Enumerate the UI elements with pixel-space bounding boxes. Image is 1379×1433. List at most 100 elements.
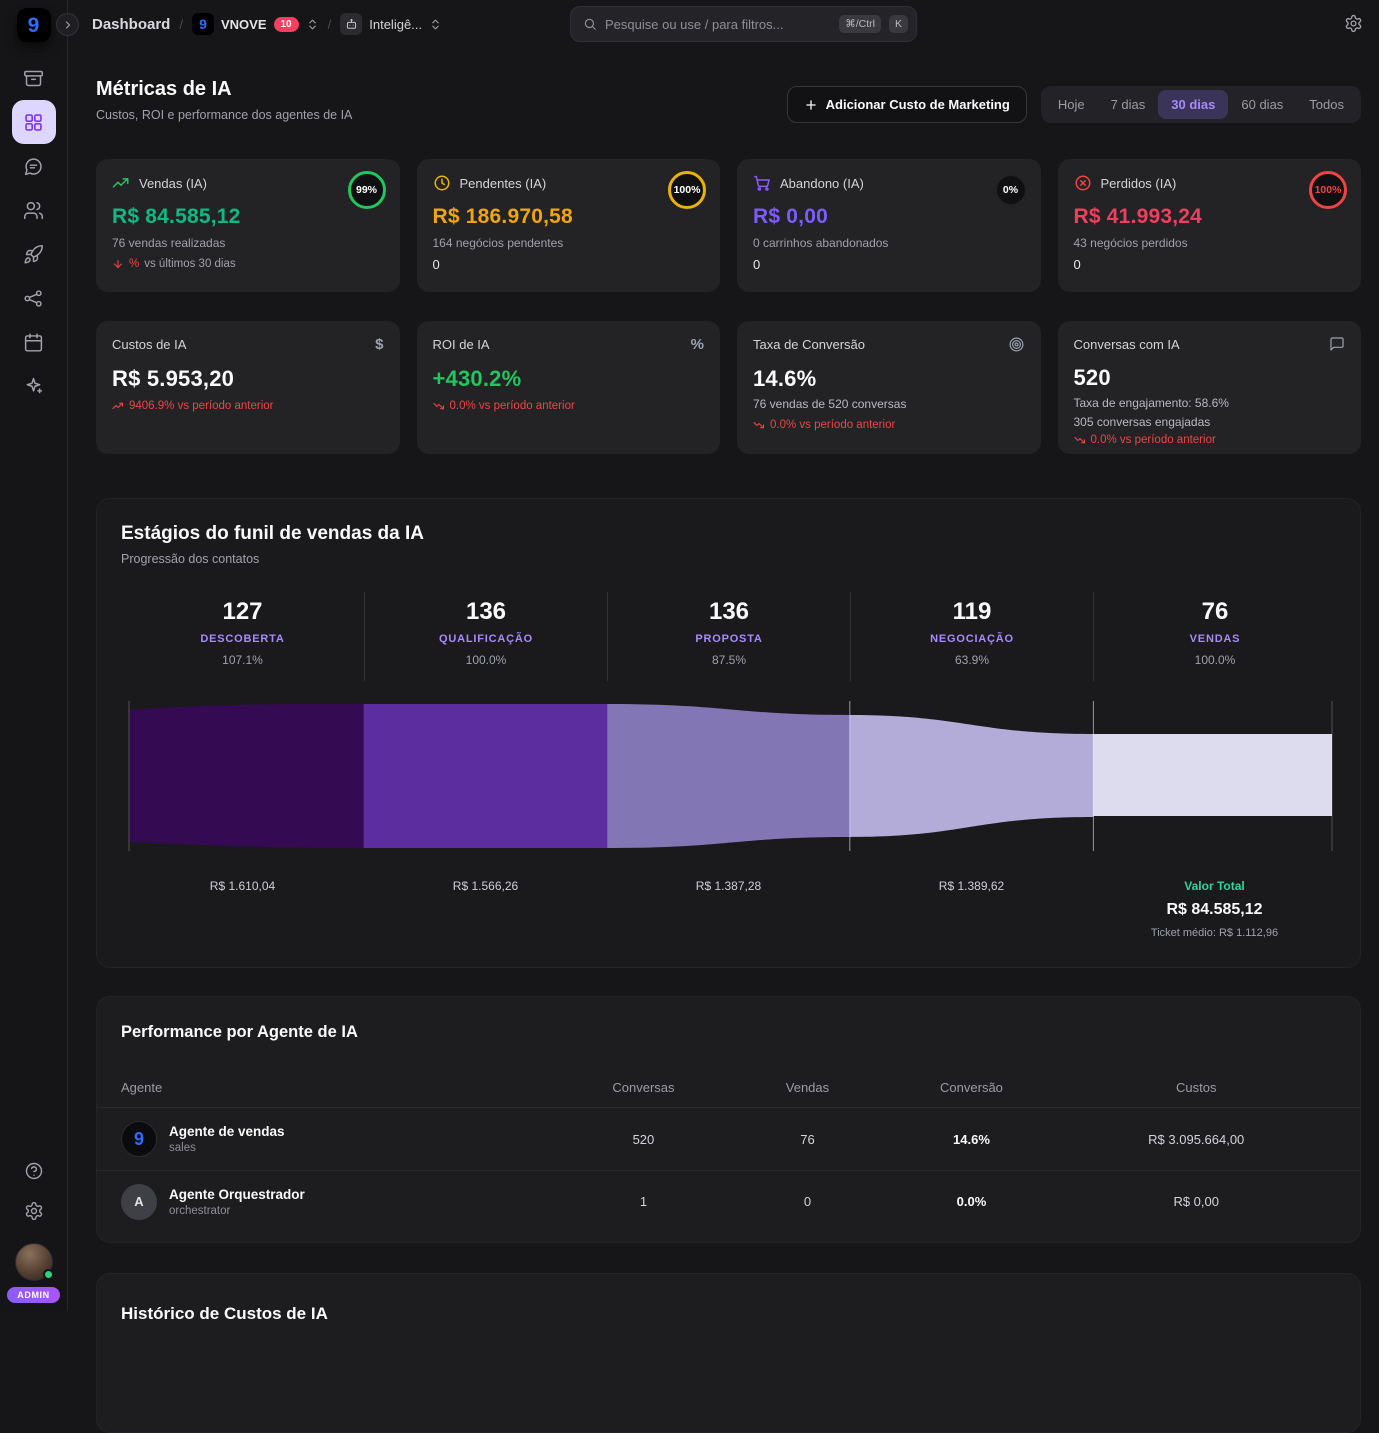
funnel-chart [121, 701, 1336, 851]
breadcrumb-dashboard[interactable]: Dashboard [92, 15, 171, 33]
robot-icon [346, 18, 356, 29]
section-name: Inteligê... [369, 16, 423, 32]
workspace-logo: 9 [191, 13, 214, 35]
table-row[interactable]: 9 Agente de vendas sales 520 76 14.6% R$… [97, 1108, 1360, 1170]
stage-value: R$ 1.389,62 [938, 879, 1005, 893]
card-taxa-conversao[interactable]: Taxa de Conversão 14.6% 76 vendas de 520… [737, 321, 1041, 454]
funnel-segment-proposta [607, 704, 850, 848]
logo-glyph: 9 [27, 13, 40, 37]
sidebar-item-campaigns[interactable] [12, 232, 56, 276]
section-icon-tile [340, 13, 363, 35]
card-value: R$ 41.993,24 [1073, 205, 1203, 228]
filter-60-dias[interactable]: 60 dias [1241, 97, 1284, 112]
filter-7-dias[interactable]: 7 dias [1110, 97, 1146, 112]
metrics-grid: Vendas (IA) 99% R$ 84.585,12 76 vendas r… [96, 159, 1361, 454]
search-input[interactable]: Pesquise ou use / para filtros... ⌘/Ctrl… [570, 6, 917, 42]
cell-conversas: 1 [639, 1194, 648, 1209]
card-pendentes-ia[interactable]: Pendentes (IA) 100% R$ 186.970,58 164 ne… [416, 159, 720, 292]
card-conversas-ia[interactable]: Conversas com IA 520 Taxa de engajamento… [1057, 321, 1361, 454]
card-vendas-ia[interactable]: Vendas (IA) 99% R$ 84.585,12 76 vendas r… [96, 159, 400, 292]
stage-value: R$ 1.610,04 [209, 879, 276, 893]
card-label: ROI de IA [432, 337, 490, 352]
workspace-selector[interactable]: 9 VNOVE 10 [191, 13, 319, 35]
trend-pct: % [129, 258, 140, 270]
stage-count: 136 [465, 598, 507, 625]
chat-bubble-icon [1330, 337, 1344, 351]
sidebar-item-help[interactable] [12, 1151, 56, 1191]
cell-conversas: 520 [632, 1131, 655, 1147]
org-chart-icon [24, 289, 42, 307]
admin-badge: ADMIN [7, 1287, 60, 1303]
progress-ring-badge: 0% [994, 174, 1027, 206]
cell-conversao: 14.6% [953, 1131, 990, 1147]
funnel-ribbon-svg [128, 701, 1333, 851]
total-value: R$ 84.585,12 [1166, 901, 1263, 918]
stage-count: 136 [708, 598, 750, 625]
card-trend: % vs últimos 30 dias [112, 258, 384, 270]
sidebar-expand-button[interactable] [56, 13, 79, 36]
card-custos-ia[interactable]: Custos de IA $ R$ 5.953,20 9406.9% vs pe… [96, 321, 400, 454]
card-abandono-ia[interactable]: Abandono (IA) 0% R$ 0,00 0 carrinhos aba… [737, 159, 1041, 292]
add-button-label: Adicionar Custo de Marketing [825, 97, 1010, 112]
trend-text: vs últimos 30 dias [144, 258, 236, 270]
performance-title: Performance por Agente de IA [121, 1023, 358, 1041]
archive-icon [24, 70, 43, 86]
card-value: R$ 186.970,58 [432, 205, 573, 228]
card-perdidos-ia[interactable]: Perdidos (IA) 100% R$ 41.993,24 43 negóc… [1057, 159, 1361, 292]
card-subtitle-2: 305 conversas engajadas [1073, 415, 1211, 429]
performance-section: Performance por Agente de IA Agente Conv… [96, 996, 1361, 1243]
sidebar-item-settings[interactable] [12, 1191, 56, 1231]
user-avatar[interactable] [14, 1243, 54, 1281]
cell-vendas: 0 [803, 1194, 812, 1209]
breadcrumb: Dashboard / 9 VNOVE 10 / Inteligê... [68, 13, 442, 35]
sidebar-item-calendar[interactable] [12, 320, 56, 364]
trending-up-icon [112, 402, 124, 410]
add-marketing-cost-button[interactable]: Adicionar Custo de Marketing [786, 86, 1027, 123]
stage-label: QUALIFICAÇÃO [439, 633, 533, 645]
stage-count: 76 [1201, 598, 1229, 625]
card-value: 14.6% [753, 366, 817, 391]
filter-hoje[interactable]: Hoje [1057, 97, 1085, 112]
arrow-down-icon [113, 259, 123, 269]
filter-todos[interactable]: Todos [1309, 97, 1344, 112]
chat-icon [24, 157, 42, 175]
sidebar-item-automations[interactable] [12, 276, 56, 320]
sidebar-item-chats[interactable] [12, 144, 56, 188]
sidebar-item-contacts[interactable] [12, 188, 56, 232]
table-row[interactable]: A Agente Orquestrador orchestrator 1 0 0… [97, 1170, 1360, 1232]
funnel-segment-vendas [1093, 734, 1333, 816]
sidebar-bottom: ADMIN [7, 1151, 60, 1311]
sidebar-item-ai[interactable] [12, 364, 56, 408]
card-label: Perdidos (IA) [1100, 175, 1177, 191]
funnel-title: Estágios do funil de vendas da IA [121, 523, 424, 544]
trend-text: 0.0% vs período anterior [1090, 434, 1216, 446]
agent-avatar: 9 [121, 1121, 157, 1157]
app-logo[interactable]: 9 [16, 8, 51, 42]
agent-role: sales [169, 1142, 196, 1154]
breadcrumb-separator: / [327, 16, 332, 32]
funnel-stages: 127 DESCOBERTA 107.1% 136 QUALIFICAÇÃO 1… [121, 592, 1336, 681]
period-filter-group: Hoje 7 dias 30 dias 60 dias Todos [1040, 86, 1361, 123]
card-roi-ia[interactable]: ROI de IA % +430.2% 0.0% vs período ante… [416, 321, 720, 454]
header-settings-button[interactable] [1344, 14, 1363, 33]
filter-30-dias[interactable]: 30 dias [1158, 90, 1229, 119]
stage-pct: 100.0% [1194, 653, 1236, 667]
sidebar-item-dashboard[interactable] [11, 100, 56, 144]
cell-vendas: 76 [800, 1131, 815, 1147]
chevron-right-icon [65, 20, 70, 29]
gear-icon [25, 1201, 42, 1221]
help-icon [25, 1162, 42, 1180]
clock-icon [434, 175, 449, 191]
rocket-icon [24, 244, 43, 264]
sidebar-item-archive[interactable] [12, 56, 56, 100]
search-placeholder: Pesquise ou use / para filtros... [605, 16, 784, 32]
cell-custos: R$ 3.095.664,00 [1148, 1131, 1245, 1147]
funnel-segment-descoberta [128, 704, 364, 848]
card-subtitle: 0 carrinhos abandonados [753, 236, 889, 250]
card-label: Custos de IA [112, 337, 187, 352]
section-selector[interactable]: Inteligê... [340, 13, 442, 35]
funnel-segment-qualificacao [363, 704, 608, 848]
percent-icon: % [690, 336, 704, 353]
x-circle-icon [1075, 175, 1090, 191]
funnel-total: Valor Total R$ 84.585,12 Ticket médio: R… [1093, 879, 1336, 939]
